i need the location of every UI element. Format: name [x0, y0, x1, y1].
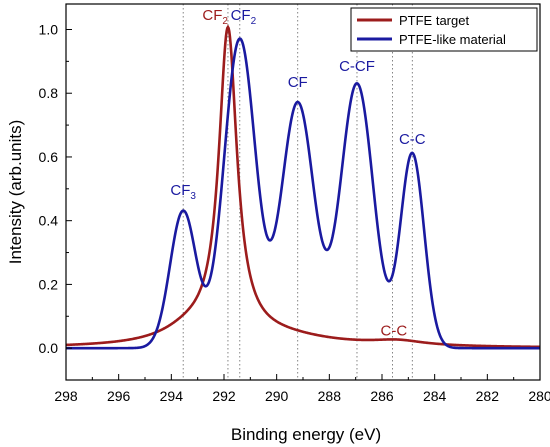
y-axis-title: Intensity (arb.units) — [6, 120, 25, 265]
peak-annotations: CF2 CF2 CF3 CF C-CF C-C C-C — [170, 7, 425, 339]
x-tick-label-3: 292 — [212, 388, 236, 404]
y-tick-label-1: 0.2 — [39, 276, 59, 292]
x-tick-label-1: 296 — [107, 388, 131, 404]
series-lines — [65, 24, 541, 350]
peak-label-5: C-C — [399, 131, 426, 148]
x-tick-label-7: 284 — [423, 388, 447, 404]
y-tick-label-5: 1.0 — [39, 21, 59, 37]
plot-frame — [65, 3, 541, 381]
y-tick-label-0: 0.0 — [39, 340, 59, 356]
x-tick-label-6: 286 — [370, 388, 394, 404]
y-tick-label-4: 0.8 — [39, 85, 59, 101]
legend-label-ptfe-like: PTFE-like material — [399, 32, 506, 47]
x-tick-label-4: 290 — [265, 388, 289, 404]
reference-lines — [182, 4, 413, 380]
y-tick-label-2: 0.4 — [39, 213, 59, 229]
peak-label-2: CF3 — [170, 182, 196, 202]
y-axis: 0.0 0.2 0.4 0.6 0.8 1.0 — [39, 21, 72, 356]
x-axis-title: Binding energy (eV) — [231, 425, 381, 444]
legend-label-ptfe-target: PTFE target — [399, 13, 469, 28]
series-line-0 — [65, 24, 541, 349]
x-tick-label-5: 288 — [318, 388, 342, 404]
x-tick-label-9: 280 — [528, 388, 550, 404]
peak-label-0: CF2 — [202, 7, 228, 27]
x-tick-label-0: 298 — [54, 388, 78, 404]
x-tick-label-2: 294 — [160, 388, 184, 404]
peak-label-4: C-CF — [339, 58, 375, 75]
x-axis: 298 296 294 292 290 288 286 284 282 280 — [54, 374, 550, 404]
peak-label-6: C-C — [381, 322, 408, 339]
legend-box — [350, 7, 538, 52]
peak-label-1: CF2 — [231, 7, 257, 27]
x-tick-label-8: 282 — [476, 388, 500, 404]
series-line-1 — [66, 37, 540, 350]
legend: PTFE target PTFE-like material — [350, 7, 538, 52]
y-tick-label-3: 0.6 — [39, 149, 59, 165]
peak-label-3: CF — [288, 74, 308, 91]
